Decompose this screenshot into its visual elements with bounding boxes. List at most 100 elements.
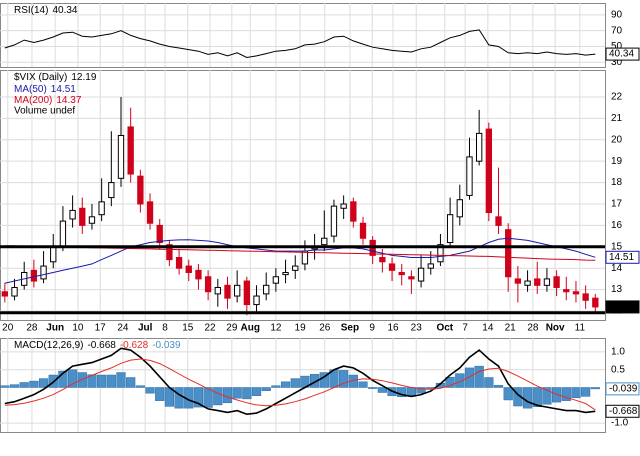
title-part: RSI(14) (14, 5, 48, 16)
histogram-bar (29, 380, 39, 388)
histogram-bar (503, 387, 513, 401)
candle-body (175, 257, 183, 269)
candle-body (272, 276, 280, 284)
candle-body (195, 269, 202, 280)
candle-body (495, 216, 502, 226)
x-tick-label: 19 (295, 323, 307, 334)
candle-body (50, 246, 57, 263)
panel (0, 70, 606, 321)
x-tick-label: 8 (162, 323, 168, 334)
x-tick-label: Aug (241, 323, 260, 334)
histogram-bar (0, 385, 10, 388)
candle-body (30, 269, 38, 282)
panel-title: MACD(12,26,9) -0.668 -0.628 -0.039 (14, 340, 181, 351)
title-part: 14.51 (51, 84, 76, 95)
histogram-bar (87, 374, 97, 388)
value-tag-label: 12.19 (609, 302, 634, 313)
histogram-bar (464, 367, 475, 388)
x-tick-label: 22 (204, 323, 216, 334)
histogram-bar (232, 387, 242, 399)
histogram-bar (116, 372, 126, 388)
value-tag (605, 404, 640, 418)
y-tick-label: 90 (611, 9, 623, 20)
x-tick-label: 29 (226, 323, 238, 334)
histogram-bar (445, 376, 455, 388)
x-tick-label: 24 (117, 323, 129, 334)
candle-body (563, 289, 570, 293)
value-tag-label: 14.51 (609, 252, 634, 263)
line-series (4, 237, 596, 284)
histogram-bar (77, 372, 87, 388)
x-tick-label: 11 (575, 323, 586, 334)
candle-body (388, 263, 396, 271)
value-tag (605, 300, 640, 314)
histogram-bar (58, 370, 68, 388)
candle-body (243, 280, 251, 306)
candle-body (592, 297, 599, 308)
histogram-bar (484, 377, 494, 388)
candle-body (59, 220, 67, 248)
histogram-bar (542, 387, 552, 405)
candle-body (379, 257, 386, 263)
x-tick-label: 23 (411, 323, 423, 334)
x-tick-label: Sep (341, 323, 359, 334)
x-tick-label: 28 (527, 323, 539, 334)
value-tag-label: 40.34 (609, 49, 634, 60)
histogram-bar (251, 387, 262, 396)
candle-body (108, 182, 115, 199)
panel (0, 3, 606, 68)
title-part: MA(200) (14, 95, 52, 106)
histogram-bar (339, 370, 349, 388)
value-tag-label: -0.039 (609, 384, 638, 395)
y-tick-label: 1.0 (611, 347, 625, 358)
histogram-bar (474, 365, 484, 388)
candle-body (185, 265, 192, 273)
histogram-bar (590, 387, 600, 390)
candle-body (156, 224, 163, 244)
candle-body (233, 284, 241, 297)
x-tick-label: 21 (505, 323, 517, 334)
histogram-bar (397, 387, 407, 398)
candle-body (485, 128, 493, 214)
line-series (4, 347, 596, 416)
value-tag (605, 47, 640, 61)
x-tick-label: 20 (2, 323, 14, 334)
candle-body (437, 244, 444, 263)
y-tick-label: 20 (611, 134, 623, 145)
y-tick-label: 22 (611, 92, 623, 103)
histogram-bar (135, 385, 145, 388)
histogram-bar (145, 387, 155, 394)
x-tick-label: 17 (95, 323, 107, 334)
candle-body (514, 278, 522, 284)
histogram-bar (368, 387, 378, 389)
candle-body (253, 295, 260, 306)
candle-body (524, 280, 531, 286)
candle-body (263, 284, 270, 295)
candle-body (475, 132, 483, 162)
histogram-bar (377, 387, 387, 393)
panel-title: MA(200) 14.37 (14, 95, 82, 106)
histogram-bar (9, 384, 20, 388)
candle-body (301, 250, 309, 265)
candle-body (79, 207, 86, 226)
candle-body (505, 229, 512, 278)
histogram-bar (203, 387, 213, 408)
y-tick-label: 16 (611, 220, 623, 231)
candle-body (146, 201, 154, 224)
panel-title: MA(50) 14.51 (14, 84, 76, 95)
candle-body (214, 286, 221, 295)
candle-body (572, 291, 580, 295)
title-part: 14.37 (56, 95, 81, 106)
histogram-bar (581, 387, 591, 397)
y-tick-label: 13 (611, 284, 623, 295)
histogram-bar (358, 381, 368, 388)
candle-body (282, 271, 289, 276)
x-tick-label: Jul (138, 323, 153, 334)
panel-title: $VIX (Daily) 12.19 (14, 72, 97, 83)
candle-body (359, 222, 367, 239)
y-tick-label: 18 (611, 177, 623, 188)
histogram-bar (493, 385, 504, 388)
histogram-bar (455, 373, 465, 388)
candle-body (137, 175, 144, 205)
x-tick-label: 16 (387, 323, 399, 334)
